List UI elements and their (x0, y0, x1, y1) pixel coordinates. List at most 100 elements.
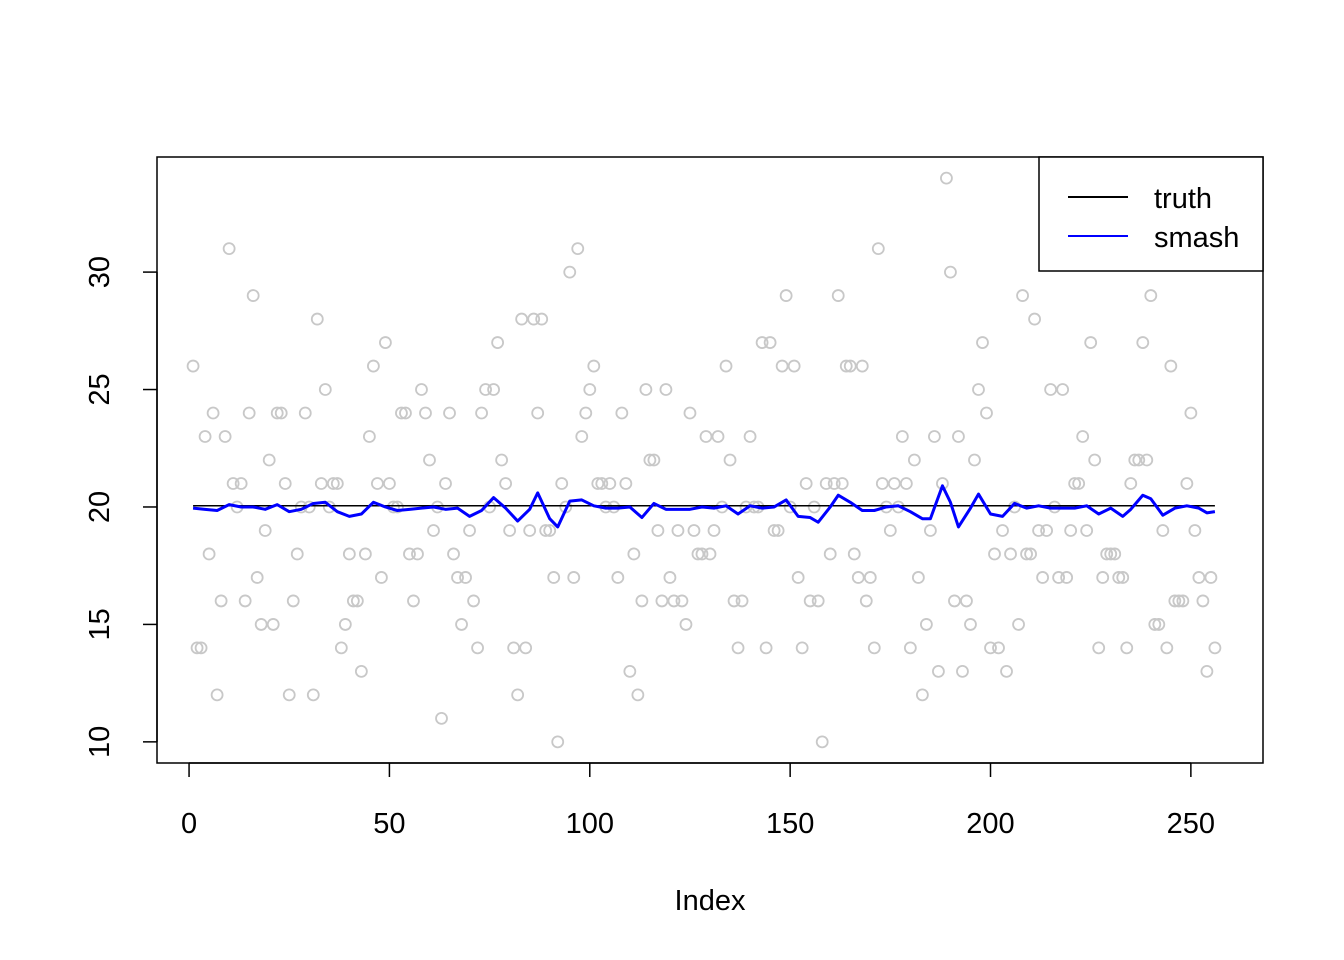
data-point (1088, 453, 1102, 467)
data-point (759, 641, 773, 655)
data-point (1068, 477, 1082, 490)
data-point (639, 383, 653, 396)
data-point (1032, 524, 1045, 537)
data-point (655, 594, 669, 608)
data-point (427, 524, 440, 537)
data-point (278, 477, 292, 490)
data-point (1052, 571, 1066, 584)
data-point (1096, 571, 1110, 584)
data-point (1124, 477, 1138, 490)
data-point (683, 406, 697, 420)
data-point (923, 524, 937, 537)
data-point (895, 430, 909, 443)
y-tick-label: 10 (84, 726, 116, 758)
data-point (487, 383, 501, 396)
data-point (591, 477, 605, 490)
data-point (855, 359, 869, 373)
data-point (334, 641, 348, 655)
data-point (960, 594, 973, 608)
data-point (887, 477, 901, 490)
data-point (851, 571, 865, 584)
data-point (952, 430, 965, 443)
data-point (439, 477, 452, 490)
data-point (980, 406, 993, 420)
data-point (391, 500, 404, 514)
data-point (1168, 594, 1182, 608)
data-point (755, 336, 769, 349)
data-point (246, 289, 260, 302)
data-point (306, 688, 320, 702)
data-point (350, 594, 364, 608)
data-point (1100, 547, 1114, 561)
data-point (375, 571, 388, 584)
data-point (459, 571, 472, 584)
data-point (362, 430, 376, 443)
data-point (843, 359, 857, 373)
data-point (775, 359, 789, 373)
data-point (407, 594, 420, 608)
data-point (675, 594, 689, 608)
data-point (956, 664, 969, 678)
data-point (535, 312, 549, 326)
data-point (907, 453, 921, 467)
data-point (988, 547, 1001, 561)
data-point (379, 336, 392, 349)
data-point (1188, 524, 1202, 537)
data-point (1148, 618, 1162, 631)
data-point (1156, 524, 1170, 537)
data-point (254, 618, 268, 631)
data-point (1020, 547, 1033, 561)
data-point (1044, 383, 1058, 396)
series-lines-layer (192, 484, 1216, 529)
data-point (1136, 336, 1150, 349)
series-line-smash (192, 484, 1216, 529)
data-point (831, 289, 845, 302)
data-point (1200, 664, 1214, 678)
data-point (795, 641, 809, 655)
data-point (635, 594, 649, 608)
data-point (1176, 594, 1190, 608)
data-point (1028, 312, 1041, 326)
x-tick-label: 0 (181, 808, 197, 840)
data-point (266, 618, 280, 631)
data-point (1132, 453, 1146, 467)
data-point (911, 571, 925, 584)
data-point (919, 618, 933, 631)
data-point (1184, 406, 1198, 420)
data-point (859, 594, 873, 608)
data-point (318, 383, 332, 396)
data-point (651, 524, 665, 537)
data-point (976, 336, 989, 349)
data-point (1160, 641, 1174, 655)
data-point (1208, 641, 1222, 655)
data-point (1140, 453, 1154, 467)
data-point (932, 664, 945, 678)
data-point (198, 430, 212, 443)
data-point (322, 500, 336, 514)
data-point (447, 547, 460, 561)
data-point (326, 477, 340, 490)
data-point (819, 477, 833, 490)
data-point (455, 618, 468, 631)
y-axis: 10 15 20 25 30 (84, 256, 158, 758)
data-point (415, 383, 428, 396)
data-point (1072, 477, 1086, 490)
data-point (1144, 289, 1158, 302)
data-point (338, 618, 352, 631)
data-point (511, 688, 525, 702)
data-point (811, 594, 825, 608)
data-point (643, 453, 657, 467)
data-point (948, 594, 961, 608)
data-point (799, 477, 813, 490)
data-point (206, 406, 220, 420)
data-point (190, 641, 204, 655)
data-point (395, 406, 408, 420)
data-point (366, 359, 380, 373)
data-point (571, 242, 585, 256)
data-point (258, 524, 272, 537)
data-point (807, 500, 821, 514)
data-point (507, 641, 521, 655)
data-point (771, 524, 785, 537)
data-point (940, 171, 953, 185)
data-point (270, 406, 284, 420)
